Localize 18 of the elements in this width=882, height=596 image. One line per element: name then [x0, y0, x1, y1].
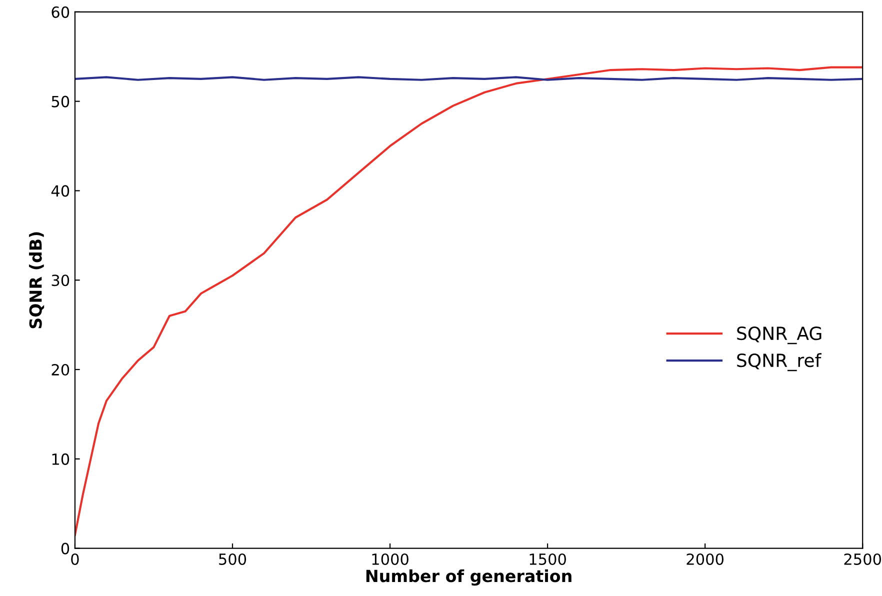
x-axis-title: Number of generation	[366, 569, 572, 586]
x-tick-label: 2500	[844, 553, 882, 566]
legend-label: SQNR_AG	[737, 326, 822, 344]
x-tick-label: 500	[219, 553, 246, 566]
y-tick-label: 0	[61, 542, 70, 554]
y-tick-label: 30	[52, 274, 70, 286]
y-tick-label: 60	[52, 6, 70, 18]
x-tick-label: 1500	[530, 553, 566, 566]
line-series	[74, 66, 863, 536]
x-tick-label: 0	[71, 553, 79, 566]
y-tick-label: 40	[51, 185, 70, 197]
x-tick-label: 1000	[372, 553, 408, 566]
x-tick-label: 2000	[686, 553, 724, 566]
y-tick-label: 20	[52, 364, 70, 376]
y-axis-title: SQNR (dB)	[28, 232, 44, 328]
y-tick-label: 10	[52, 453, 70, 465]
y-tick-label: 50	[52, 96, 70, 108]
legend-label: SQNR_ref	[737, 353, 822, 372]
